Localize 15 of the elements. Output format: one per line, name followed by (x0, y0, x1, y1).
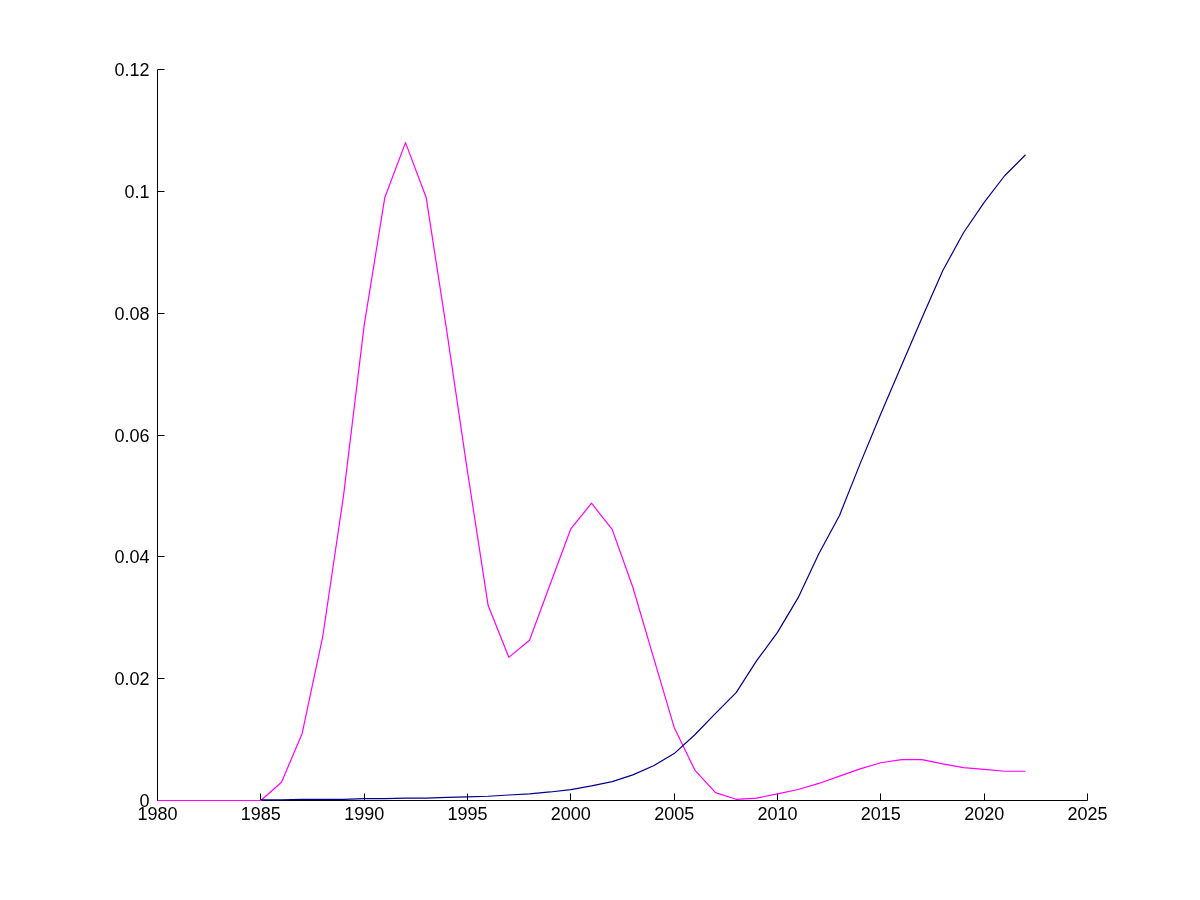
x-tick-label: 2020 (964, 803, 1005, 824)
x-tick-label: 2005 (654, 803, 695, 824)
x-tick-label: 1990 (344, 803, 385, 824)
x-tick-label: 2000 (550, 803, 591, 824)
x-tick-label: 1995 (447, 803, 488, 824)
y-tick-label: 0.08 (114, 303, 150, 324)
y-tick-label: 0.1 (124, 181, 150, 202)
x-tick-label: 2015 (860, 803, 901, 824)
y-tick-label: 0.02 (114, 669, 150, 690)
x-tick-label: 1985 (240, 803, 281, 824)
x-tick-label: 2010 (757, 803, 798, 824)
y-tick-label: 0.04 (114, 547, 150, 568)
y-tick-label: 0.12 (114, 60, 150, 80)
y-tick-label: 0.06 (114, 425, 150, 446)
x-tick-label: 2025 (1067, 803, 1108, 824)
